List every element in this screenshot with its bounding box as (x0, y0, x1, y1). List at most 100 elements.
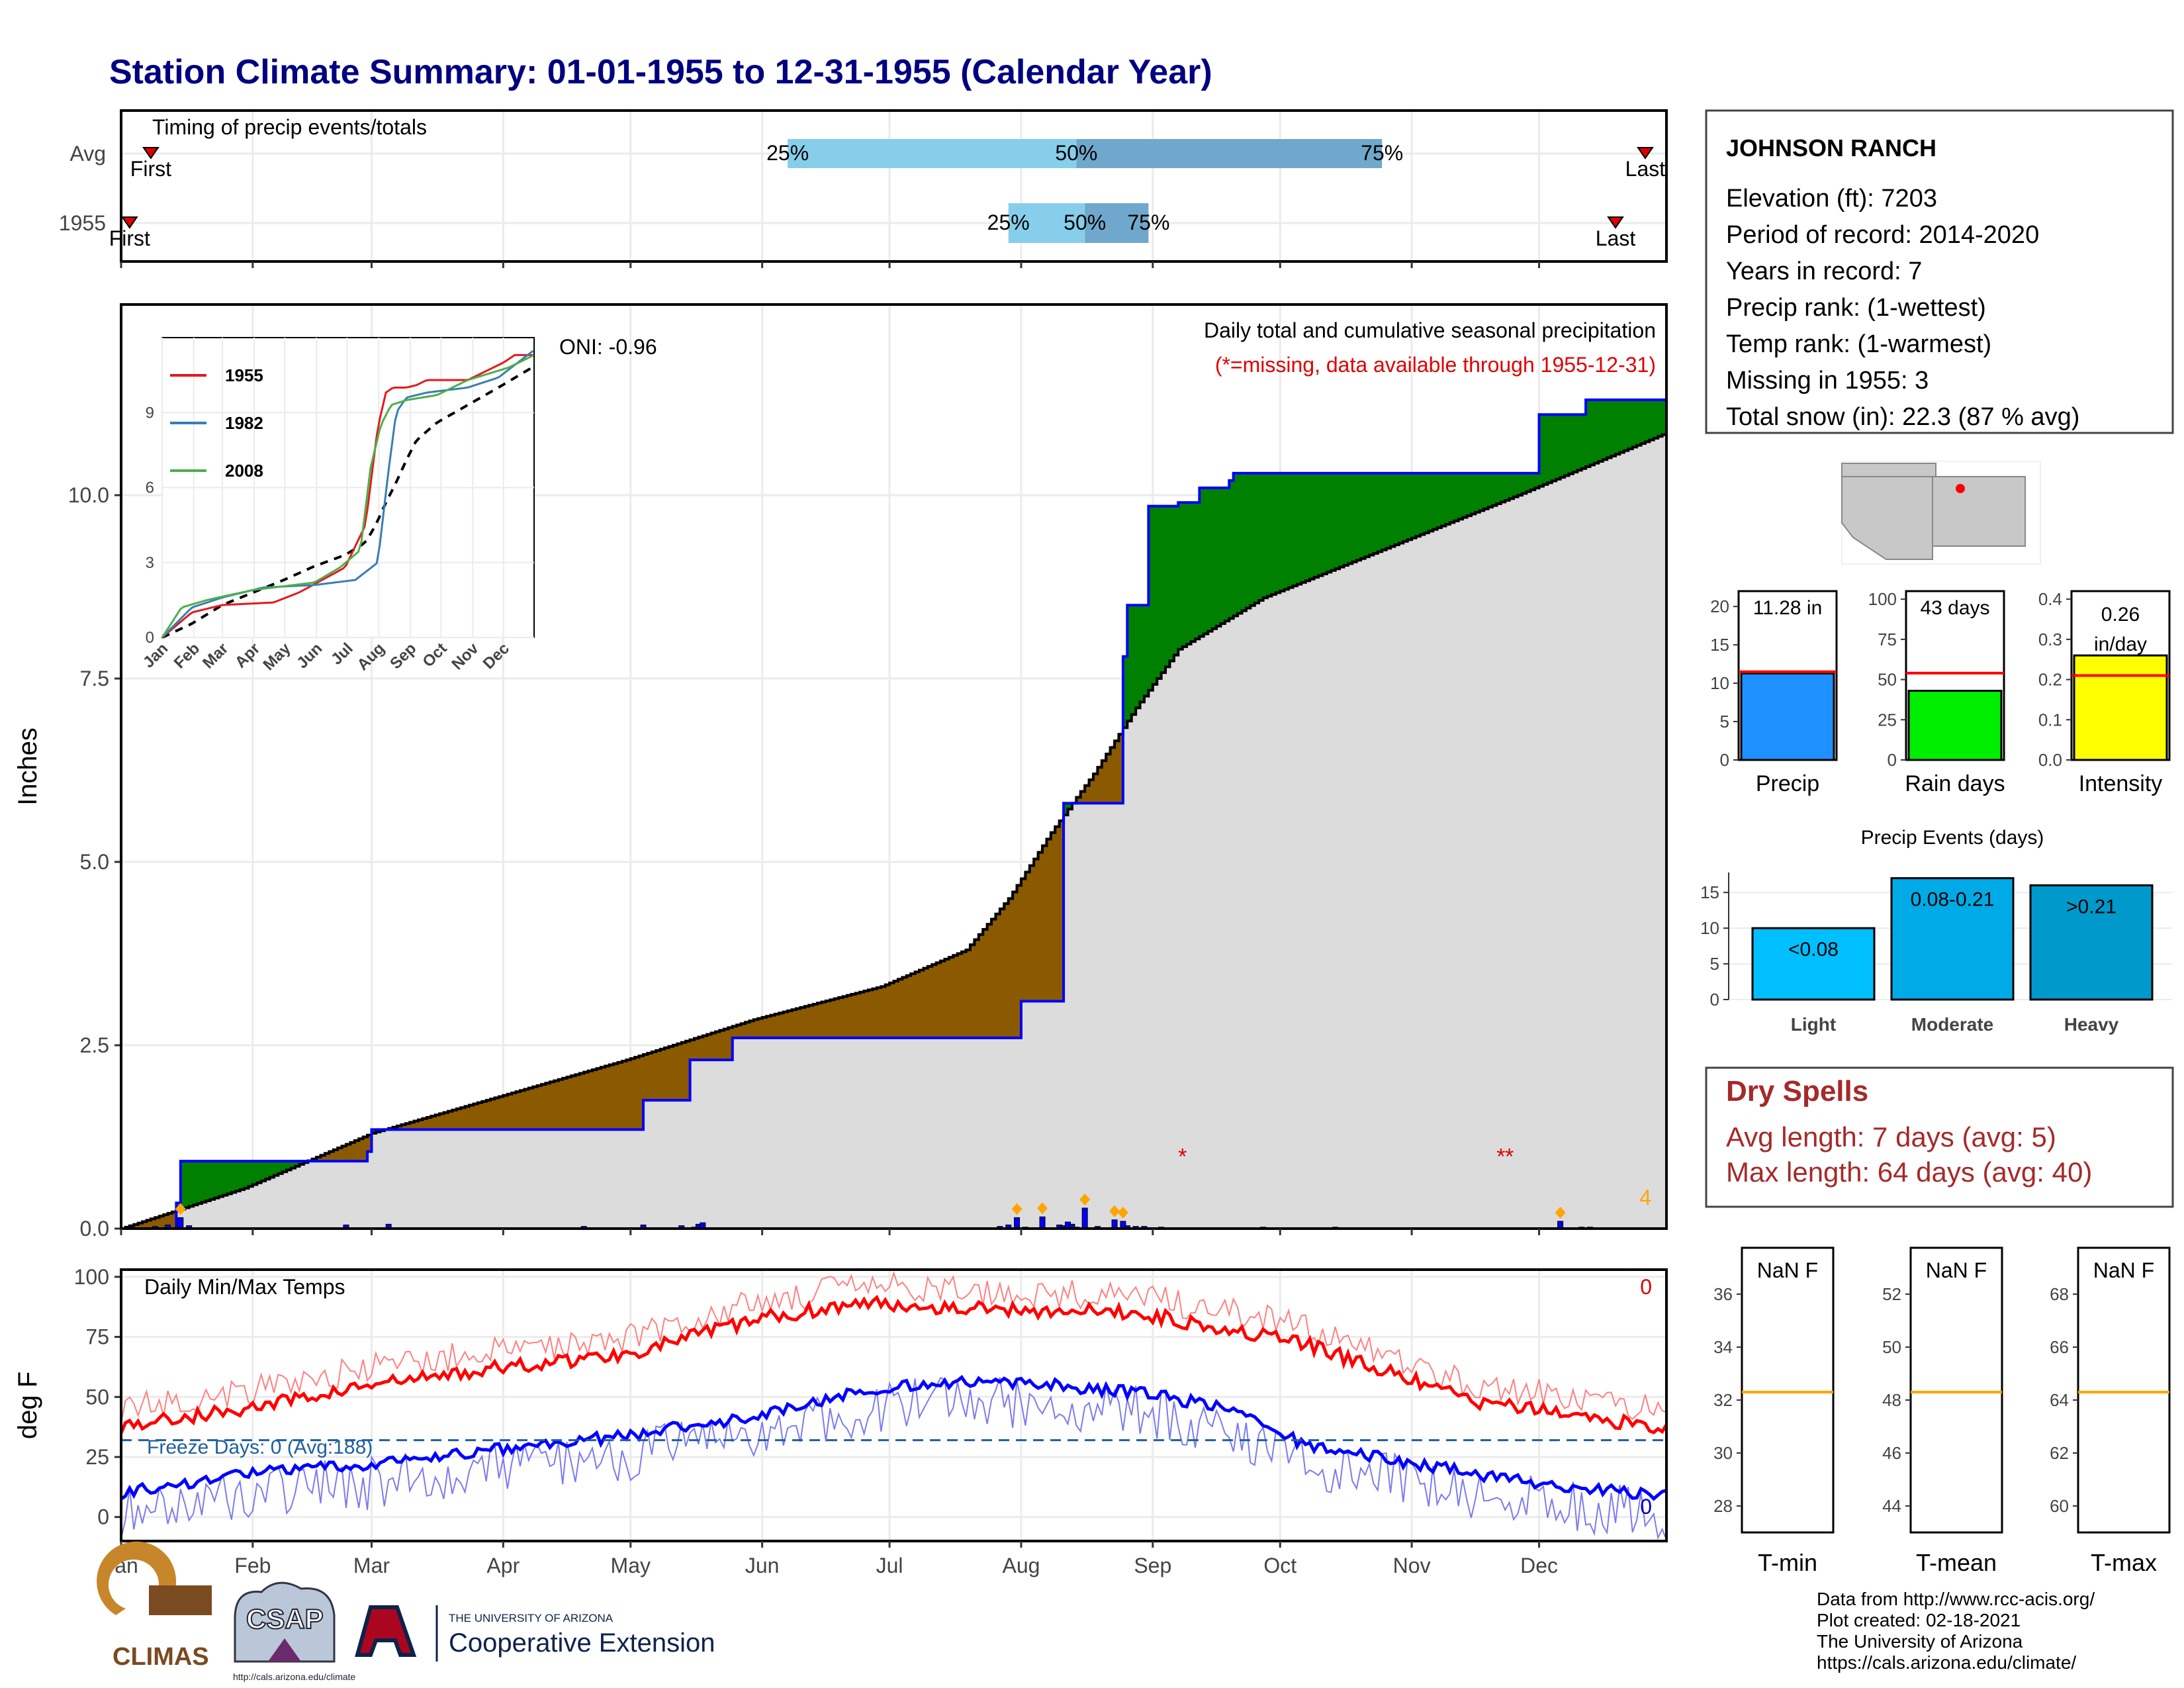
surplus-area (1500, 473, 1506, 502)
deficit-area (779, 1013, 784, 1038)
deficit-area (1106, 754, 1111, 804)
surplus-area (1191, 502, 1196, 642)
deficit-area (588, 1070, 593, 1130)
ua-extension: Cooperative Extension (449, 1628, 715, 1658)
deficit-area (554, 1080, 559, 1130)
surplus-area (1535, 473, 1540, 489)
deficit-area (741, 1023, 746, 1038)
deficit-area (422, 1118, 428, 1130)
deficit-area (575, 1074, 580, 1130)
summary-bar-tick-label: 0.0 (2038, 750, 2062, 770)
summary-bar-Rain days (1907, 690, 2003, 761)
summary-bar-tick-label: 0.3 (2038, 630, 2062, 649)
events-category-label: Moderate (1911, 1014, 1993, 1035)
temp-min-count: 0 (1640, 1495, 1652, 1519)
inset-month-label: Jul (328, 639, 357, 669)
surplus-area (1148, 506, 1154, 690)
surplus-area (1454, 473, 1459, 521)
surplus-area (1416, 473, 1421, 537)
deficit-area (923, 968, 929, 1038)
deficit-area (617, 1062, 623, 1130)
deficit-area (881, 986, 886, 1038)
deficit-area (940, 961, 946, 1038)
heavy-event-marker (1117, 1206, 1128, 1219)
deficit-area (783, 1011, 788, 1038)
deficit-area (753, 1019, 758, 1038)
deficit-area (465, 1106, 470, 1130)
events-tick-label: 0 (1710, 990, 1719, 1009)
surplus-area (1212, 487, 1217, 629)
deficit-area (584, 1072, 589, 1130)
timing-marker (1637, 147, 1654, 160)
surplus-area (1361, 473, 1366, 559)
precip-corner-count: 4 (1639, 1186, 1651, 1209)
timing-marker-label: Last (1596, 226, 1636, 250)
surplus-area (1250, 473, 1255, 606)
tbox-tick-label: 28 (1713, 1496, 1733, 1516)
deficit-area (596, 1068, 602, 1130)
surplus-area (1331, 473, 1336, 571)
deficit-area (719, 1030, 725, 1060)
timing-row-year: 1955 (59, 211, 106, 235)
tbox-tick-label: 46 (1882, 1443, 1901, 1463)
deficit-area (804, 1006, 809, 1038)
inset-month-label: Jan (140, 639, 171, 671)
timing-marker-label: First (109, 226, 150, 250)
surplus-area (1373, 473, 1379, 553)
heavy-event-marker (1011, 1203, 1023, 1215)
deficit-area (320, 1155, 326, 1162)
csap-cloud (234, 1581, 336, 1663)
deficit-area (418, 1119, 424, 1130)
surplus-area (1068, 803, 1073, 810)
surplus-area (1271, 473, 1277, 595)
deficit-area (1050, 832, 1056, 1002)
surplus-area (1458, 473, 1463, 520)
tmin-average-line (120, 1377, 1667, 1540)
surplus-area (1136, 605, 1141, 708)
surplus-area (1560, 414, 1565, 478)
deficit-area (702, 1035, 707, 1060)
ua-logo: THE UNIVERSITY OF ARIZONA Cooperative Ex… (355, 1605, 715, 1662)
temperature-boxes: 28 30 32 34 36 NaN F T-min 44 46 48 50 52 NaN F T-mea… (1713, 1246, 2171, 1576)
inset-month-label: Oct (419, 639, 450, 671)
legend-label: 1982 (225, 413, 263, 433)
surplus-area (269, 1161, 275, 1178)
surplus-area (1216, 487, 1222, 626)
deficit-area (872, 988, 878, 1038)
surplus-area (1318, 473, 1323, 576)
timing-pct-label: 75% (1361, 141, 1403, 165)
footer-line: The University of Arizona (1817, 1631, 2023, 1652)
surplus-area (371, 1129, 377, 1133)
surplus-area (1565, 414, 1570, 476)
surplus-area (231, 1161, 236, 1193)
deficit-area (851, 994, 856, 1038)
surplus-area (1178, 502, 1183, 649)
tbox-tick-label: 34 (1713, 1337, 1733, 1357)
temp-tick-label: 100 (74, 1265, 109, 1289)
surplus-area (1424, 473, 1430, 533)
month-label: Sep (1134, 1554, 1171, 1577)
deficit-area (762, 1017, 767, 1038)
summary-bar-label: Intensity (2079, 771, 2163, 796)
deficit-area (1038, 852, 1043, 1002)
deficit-area (494, 1098, 500, 1130)
deficit-area (426, 1117, 432, 1130)
month-label: Jul (876, 1554, 903, 1577)
temp-lines (119, 1271, 1668, 1540)
ua-name: THE UNIVERSITY OF ARIZONA (449, 1612, 614, 1624)
summary-bar-tick-label: 10 (1710, 673, 1729, 693)
events-bar-Moderate (1890, 877, 2015, 1001)
inset-tick-label: 6 (146, 479, 154, 497)
deficit-area (626, 1060, 631, 1130)
timing-bars: 25% 50% 75% First Last 25% 50% 75% First Last (109, 139, 1665, 250)
timing-marker (120, 216, 138, 229)
summary-bar-tick-label: 0.4 (2038, 589, 2062, 609)
deficit-area (686, 1041, 691, 1101)
deficit-area (681, 1042, 686, 1101)
deficit-area (541, 1084, 547, 1130)
precip-panel: 0.02.55.07.510.0 * * * Inches Daily total … (13, 303, 1668, 1241)
surplus-area (201, 1161, 206, 1203)
heavy-event-marker (1555, 1206, 1566, 1219)
surplus-area (1161, 506, 1166, 673)
surplus-area (1590, 400, 1595, 465)
